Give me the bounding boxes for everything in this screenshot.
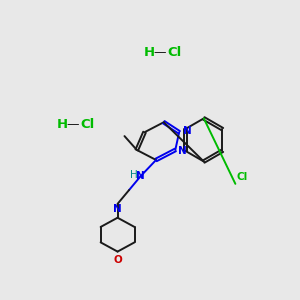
Text: H: H — [130, 169, 138, 180]
Text: H: H — [56, 118, 68, 131]
Text: Cl: Cl — [237, 172, 248, 182]
Text: Cl: Cl — [168, 46, 182, 59]
Text: H: H — [143, 46, 155, 59]
Text: N: N — [136, 171, 144, 181]
Text: —: — — [67, 118, 79, 131]
Text: N: N — [113, 204, 122, 214]
Text: N: N — [183, 127, 192, 136]
Text: Cl: Cl — [81, 118, 95, 131]
Text: N: N — [178, 146, 187, 156]
Text: O: O — [113, 256, 122, 266]
Text: —: — — [154, 46, 166, 59]
